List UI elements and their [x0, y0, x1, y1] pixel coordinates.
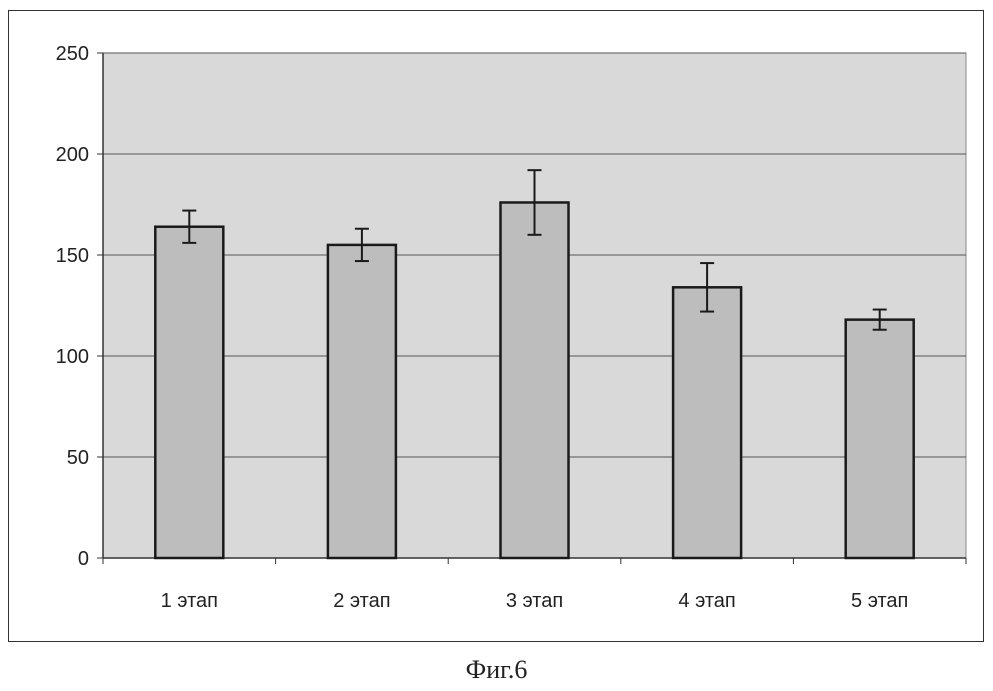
y-tick-label: 200	[56, 144, 89, 166]
y-tick-label: 150	[56, 245, 89, 267]
y-tick-label: 50	[67, 447, 89, 469]
x-tick-label: 2 этап	[333, 590, 390, 612]
bar	[328, 245, 396, 558]
x-tick-label: 3 этап	[506, 590, 563, 612]
y-tick-label: 100	[56, 346, 89, 368]
bar	[501, 202, 569, 558]
bar	[155, 227, 223, 558]
x-tick-label: 1 этап	[161, 590, 218, 612]
x-tick-label: 5 этап	[851, 590, 908, 612]
bar	[673, 287, 741, 558]
figure-caption: Фиг.6	[0, 655, 993, 685]
y-tick-label: 0	[78, 548, 89, 570]
bar	[846, 320, 914, 558]
y-tick-label: 250	[56, 43, 89, 65]
x-tick-label: 4 этап	[678, 590, 735, 612]
bar-chart: 0 50 100 150 200 250 1 этап 2 этап 3 этап 4 этап 5…	[0, 0, 993, 650]
